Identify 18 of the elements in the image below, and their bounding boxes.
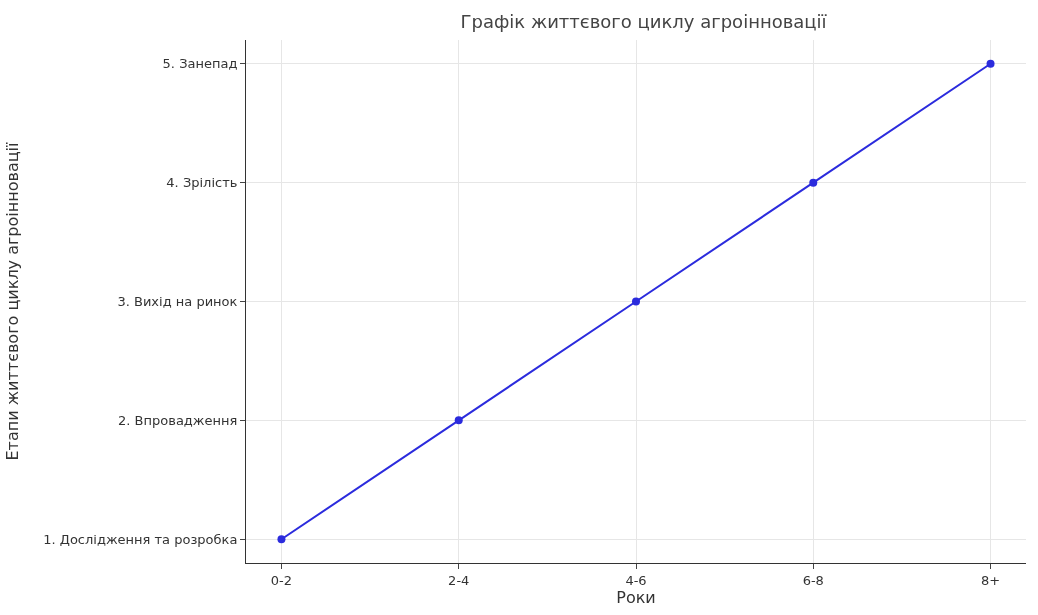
point [809, 178, 818, 187]
y-tick-label: 1. Дослідження та розробка [43, 531, 238, 547]
y-tick-label: 5. Занепад [162, 56, 238, 72]
x-tick-label: 4-6 [625, 572, 647, 588]
x-tick-label: 6-8 [802, 572, 824, 588]
y-tick-label: 4. Зрілість [166, 175, 238, 191]
point [986, 59, 995, 68]
x-tick-label: 8+ [980, 572, 1001, 588]
x-tick-label: 2-4 [448, 572, 470, 588]
x-axis-title: Роки [616, 587, 656, 607]
y-tick-label: 2. Впровадження [118, 412, 238, 428]
point [454, 416, 463, 425]
chart-title: Графік життєвого циклу агроінновації [460, 10, 828, 32]
y-tick-label: 3. Вихід на ринок [117, 294, 238, 310]
point [277, 535, 286, 544]
point [632, 297, 640, 306]
y-axis-title: Етапи життєвого циклу агроінновації [3, 141, 23, 461]
x-tick-label: 0-2 [270, 572, 293, 588]
